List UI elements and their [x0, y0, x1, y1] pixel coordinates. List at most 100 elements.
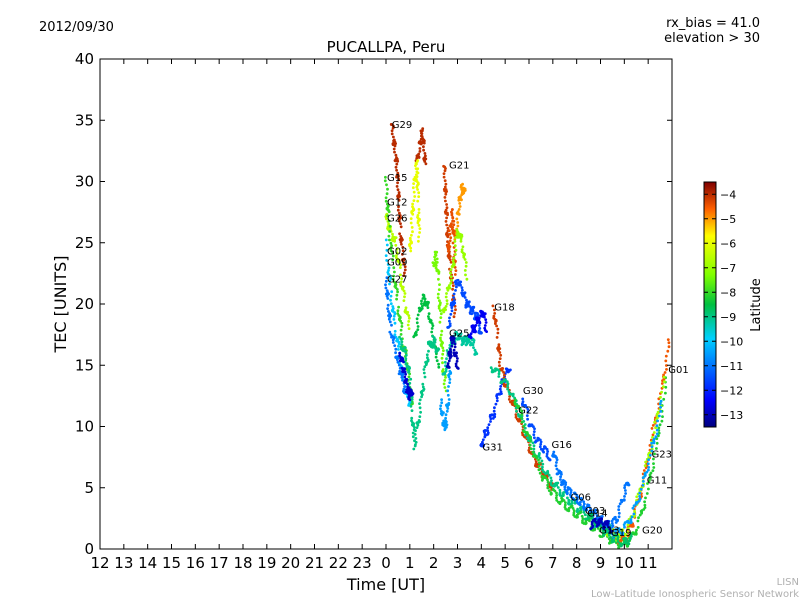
tec-point	[395, 185, 399, 188]
tec-point	[515, 409, 518, 413]
tec-point	[399, 328, 403, 332]
tec-point	[509, 368, 512, 372]
tec-point	[437, 306, 441, 310]
tec-point	[408, 236, 412, 240]
tec-point	[461, 288, 464, 292]
tec-point	[451, 259, 455, 263]
tec-point	[440, 413, 444, 417]
tec-point	[456, 278, 460, 282]
tec-point	[446, 213, 449, 217]
tec-point	[473, 348, 477, 352]
tec-point	[445, 425, 448, 429]
colorbar-tick-label: −10	[720, 335, 743, 348]
tec-point	[402, 274, 406, 277]
tec-point	[390, 132, 394, 136]
tec-point	[408, 400, 412, 404]
tec-point	[569, 489, 573, 492]
tec-point	[401, 249, 405, 253]
satellite-label: G16	[551, 440, 571, 451]
tec-point	[389, 276, 392, 280]
tec-point	[506, 387, 509, 391]
tec-point	[397, 191, 401, 194]
tec-point	[397, 205, 400, 209]
tec-point	[629, 518, 633, 521]
tec-point	[660, 382, 664, 385]
tec-point	[456, 224, 460, 228]
tec-point	[416, 313, 420, 317]
tec-point	[452, 296, 455, 299]
tec-point	[385, 259, 389, 262]
tec-point	[644, 466, 648, 470]
tec-point	[662, 375, 666, 379]
tec-point	[449, 347, 452, 351]
tec-point	[434, 355, 438, 359]
tec-point	[547, 473, 551, 477]
tec-point	[451, 287, 454, 291]
tec-point	[502, 371, 505, 374]
tec-point	[437, 277, 440, 281]
tec-point	[393, 333, 397, 336]
tec-point	[497, 372, 501, 376]
colorbar-label: Latitude	[749, 278, 764, 332]
tec-point	[452, 348, 456, 352]
tec-point	[444, 367, 448, 371]
tec-point	[401, 260, 405, 263]
tec-point	[535, 456, 539, 460]
tec-point	[494, 402, 498, 406]
tec-point	[521, 397, 525, 401]
tec-point	[643, 506, 647, 509]
tec-point	[459, 237, 463, 241]
tec-point	[447, 398, 451, 401]
tec-point	[653, 420, 656, 424]
tec-point	[645, 470, 649, 474]
tec-point	[416, 167, 420, 171]
tec-point	[397, 344, 400, 348]
tec-point	[445, 292, 448, 295]
tec-point	[617, 508, 621, 512]
tec-point	[637, 516, 640, 520]
tec-trace	[398, 351, 415, 402]
tec-point	[407, 320, 411, 323]
tec-point	[418, 140, 422, 143]
tec-point	[433, 258, 437, 262]
tec-point	[650, 427, 654, 430]
tec-point	[538, 445, 542, 449]
tec-point	[538, 461, 541, 465]
tec-point	[441, 346, 445, 350]
tec-point	[643, 464, 647, 467]
tec-point	[486, 431, 490, 435]
tec-point	[460, 286, 464, 289]
tec-point	[532, 447, 536, 451]
tec-point	[484, 318, 488, 321]
tec-point	[420, 134, 423, 138]
tec-trace	[589, 517, 614, 534]
tec-point	[448, 369, 452, 373]
y-tick-label: 30	[75, 173, 94, 191]
tec-point	[421, 385, 425, 389]
tec-point	[397, 342, 401, 346]
tec-point	[654, 435, 658, 439]
tec-point	[410, 233, 413, 237]
tec-point	[595, 524, 599, 528]
tec-point	[439, 309, 442, 312]
tec-point	[402, 387, 406, 391]
tec-point	[611, 529, 614, 533]
tec-point	[523, 426, 527, 430]
tec-point	[571, 497, 575, 501]
tec-point	[414, 437, 418, 440]
tec-point	[555, 461, 558, 464]
tec-point	[387, 219, 391, 223]
tec-point	[412, 199, 416, 203]
tec-point	[384, 283, 387, 287]
tec-point	[623, 486, 626, 490]
tec-point	[647, 487, 650, 491]
x-tick-label: 12	[90, 554, 109, 572]
x-tick-label: 9	[596, 554, 606, 572]
tec-point	[410, 398, 414, 401]
tec-point	[430, 343, 434, 347]
tec-trace	[408, 159, 422, 253]
tec-point	[411, 230, 414, 234]
tec-point	[421, 129, 424, 133]
tec-point	[413, 433, 417, 436]
